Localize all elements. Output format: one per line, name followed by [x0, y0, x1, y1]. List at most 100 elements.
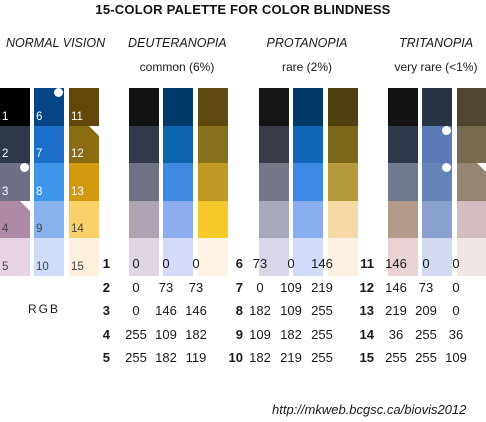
rgb-value-b: 255: [311, 350, 333, 365]
rgb-value-r: 255: [385, 350, 407, 365]
header-normal-vision: NORMAL VISION: [6, 36, 106, 50]
protanopia-swatch-14: [328, 200, 358, 239]
swatch-number: 12: [71, 148, 84, 160]
deuteranopia-swatch-10: [163, 238, 193, 276]
rgb-value-b: 0: [452, 303, 460, 318]
normal-swatch-12: 12: [69, 125, 99, 164]
swatch-number: 2: [2, 148, 9, 160]
rgb-value-g: 255: [415, 350, 437, 365]
dot-marker-icon: [54, 88, 63, 97]
rgb-value-b: 73: [188, 279, 204, 295]
dot-marker-icon: [20, 163, 29, 172]
rgb-value-g: 109: [280, 279, 302, 295]
deuteranopia-swatch-5: [129, 238, 159, 276]
normal-swatch-7: 7: [34, 125, 64, 164]
rgb-value-b: 0: [192, 256, 200, 271]
rgb-value-g: 182: [155, 350, 177, 365]
deuteranopia-swatch-9: [163, 200, 193, 239]
normal-swatch-3: 3: [0, 163, 30, 201]
rgb-value-r: 36: [388, 326, 404, 342]
subtitle-protanopia: rare (2%): [281, 60, 332, 74]
tritanopia-swatch-9: [422, 200, 452, 239]
deuteranopia-swatch-7: [163, 125, 193, 164]
rgb-value-g: 0: [162, 256, 170, 271]
rgb-value-b: 219: [311, 279, 333, 295]
rgb-value-g: 0: [287, 256, 295, 271]
subtitle-tritanopia: very rare (<1%): [394, 60, 478, 74]
swatch-number: 7: [36, 148, 43, 160]
rgb-row-number: 13: [359, 303, 374, 318]
tritanopia-swatch-3: [388, 163, 418, 201]
rgb-value-g: 73: [158, 279, 174, 295]
protanopia-swatch-12: [328, 125, 358, 164]
rgb-row-number: 2: [102, 279, 110, 295]
rgb-row-number: 7: [235, 279, 243, 295]
source-url: http://mkweb.bcgsc.ca/biovis2012: [272, 402, 467, 417]
protanopia-swatch-9: [293, 200, 323, 239]
rgb-value-b: 0: [452, 256, 460, 271]
tritanopia-swatch-12: [457, 125, 486, 164]
rgb-value-r: 219: [385, 303, 407, 318]
swatch-number: 10: [36, 260, 49, 273]
normal-swatch-15: 15: [69, 238, 99, 276]
tritanopia-swatch-8: [422, 163, 452, 201]
rgb-value-r: 0: [256, 279, 264, 295]
swatch-number: 11: [71, 110, 83, 123]
tritanopia-swatch-13: [457, 163, 486, 201]
protanopia-swatch-4: [259, 200, 289, 239]
normal-swatch-9: 9: [34, 200, 64, 239]
deuteranopia-swatch-6: [163, 88, 193, 126]
tritanopia-swatch-11: [457, 88, 486, 126]
tritanopia-swatch-4: [388, 200, 418, 239]
normal-swatch-1: 1: [0, 88, 30, 126]
rgb-value-b: 0: [452, 279, 460, 295]
rgb-value-g: 73: [418, 279, 434, 295]
protanopia-swatch-2: [259, 125, 289, 164]
triangle-marker-icon: [20, 200, 30, 211]
rgb-value-r: 146: [385, 256, 407, 271]
rgb-value-b: 109: [445, 350, 467, 365]
rgb-row-number: 5: [102, 350, 110, 365]
protanopia-swatch-6: [293, 88, 323, 126]
tritanopia-swatch-15: [457, 238, 486, 276]
rgb-value-r: 0: [132, 279, 140, 295]
dot-marker-icon: [442, 125, 451, 135]
deuteranopia-swatch-12: [198, 125, 228, 164]
rgb-row-number: 12: [359, 279, 374, 295]
tritanopia-swatch-14: [457, 200, 486, 239]
rgb-value-b: 182: [185, 326, 207, 342]
rgb-row-number: 6: [235, 256, 243, 271]
protanopia-swatch-8: [293, 163, 323, 201]
swatch-number: 8: [36, 185, 43, 198]
rgb-row-number: 11: [360, 256, 374, 271]
normal-swatch-5: 5: [0, 238, 30, 276]
rgb-value-g: 182: [280, 326, 302, 342]
deuteranopia-swatch-14: [198, 200, 228, 239]
protanopia-swatch-1: [259, 88, 289, 126]
rgb-value-g: 146: [155, 303, 177, 318]
deuteranopia-swatch-11: [198, 88, 228, 126]
protanopia-swatch-5: [259, 238, 289, 276]
normal-swatch-6: 6: [34, 88, 64, 126]
rgb-value-r: 182: [249, 303, 271, 318]
rgb-value-r: 0: [132, 256, 140, 271]
rgb-value-g: 109: [155, 326, 177, 342]
protanopia-swatch-11: [328, 88, 358, 126]
rgb-row-number: 8: [235, 303, 243, 318]
rgb-value-r: 182: [249, 350, 271, 365]
rgb-value-r: 255: [125, 350, 147, 365]
protanopia-swatch-13: [328, 163, 358, 201]
rgb-value-b: 119: [185, 350, 207, 365]
rgb-value-g: 219: [280, 350, 302, 365]
rgb-row-number: 4: [102, 326, 110, 342]
tritanopia-swatch-5: [388, 238, 418, 276]
header-deuteranopia: DEUTERANOPIA: [128, 36, 227, 50]
deuteranopia-swatch-8: [163, 163, 193, 201]
subtitle-deuteranopia: common (6%): [139, 60, 215, 74]
deuteranopia-swatch-3: [129, 163, 159, 201]
tritanopia-swatch-6: [422, 88, 452, 126]
normal-swatch-11: 11: [69, 88, 99, 126]
normal-swatch-14: 14: [69, 200, 99, 239]
triangle-marker-icon: [89, 125, 99, 136]
rgb-value-b: 146: [311, 256, 333, 271]
